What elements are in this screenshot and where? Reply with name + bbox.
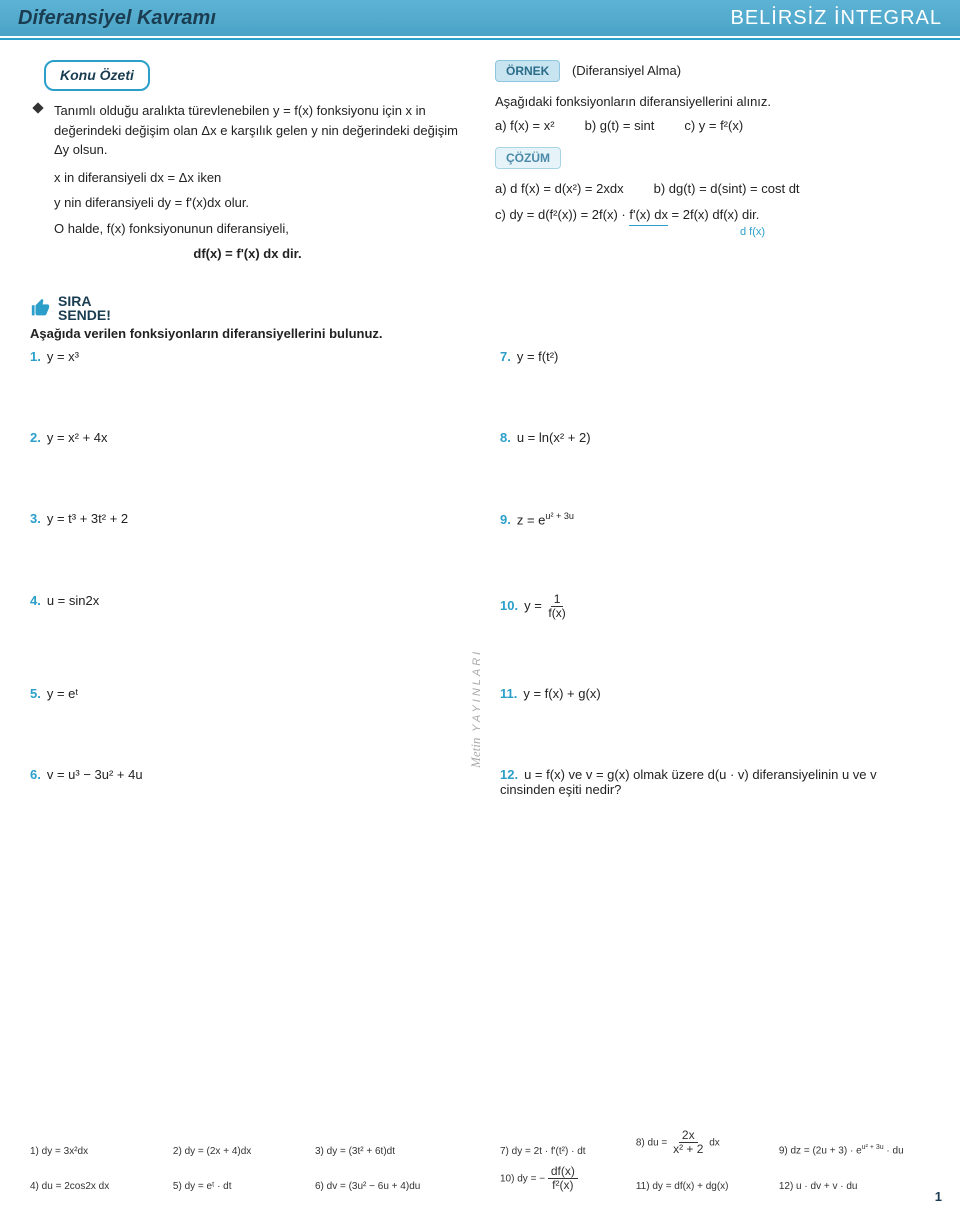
diamond-icon: [32, 102, 43, 113]
problem-7: 7.y = f(t²): [500, 349, 930, 364]
summary-line3: y nin diferansiyeli dy = f'(x)dx olur.: [30, 193, 465, 213]
ans-10: 10) dy = − df(x)f²(x): [500, 1165, 612, 1192]
ex-part-b: b) g(t) = sint: [585, 116, 655, 136]
example-title: (Diferansiyel Alma): [572, 63, 681, 78]
ans-3: 3) dy = (3t² + 6t)dt: [315, 1146, 460, 1157]
sol-c-suffix: = 2f(x) df(x) dir.: [668, 207, 759, 222]
solution-badge: ÇÖZÜM: [495, 147, 561, 169]
sira-text: SIRA SENDE!: [58, 294, 111, 322]
publisher-mark: Metin YAYINLARI: [468, 649, 484, 768]
example-col: ÖRNEK (Diferansiyel Alma) Aşağıdaki fonk…: [495, 60, 930, 270]
summary-line2: x in diferansiyeli dx = Δx iken: [30, 168, 465, 188]
problem-11: 11.y = f(x) + g(x): [500, 686, 930, 701]
sol-a: a) d f(x) = d(x²) = 2xdx: [495, 179, 624, 199]
summary-bullet: Tanımlı olduğu aralıkta türevlenebilen y…: [30, 101, 465, 160]
answers-right: 7) dy = 2t · f'(t²) · dt 8) du = 2xx² + …: [500, 1129, 930, 1192]
ans-8: 8) du = 2xx² + 2 dx: [636, 1129, 755, 1156]
sol-row-ab: a) d f(x) = d(x²) = 2xdx b) dg(t) = d(si…: [495, 179, 930, 199]
ans-11: 11) dy = df(x) + dg(x): [636, 1181, 755, 1192]
problem-5: 5.y = eᵗ: [30, 686, 460, 701]
example-badge: ÖRNEK: [495, 60, 560, 82]
sol-b: b) dg(t) = d(sint) = cost dt: [654, 179, 800, 199]
summary-formula: df(x) = f'(x) dx dir.: [193, 246, 301, 261]
problem-9: 9.z = eu² + 3u: [500, 511, 930, 527]
sol-c-prefix: c) dy = d(f²(x)) = 2f(x) ·: [495, 207, 629, 222]
ex-part-a: a) f(x) = x²: [495, 116, 555, 136]
example-header: ÖRNEK (Diferansiyel Alma): [495, 60, 930, 82]
ans-1: 1) dy = 3x²dx: [30, 1146, 149, 1157]
example-parts: a) f(x) = x² b) g(t) = sint c) y = f²(x): [495, 116, 930, 136]
sira-line1: SIRA: [58, 294, 111, 308]
ans-4: 4) du = 2cos2x dx: [30, 1181, 149, 1192]
example-instr: Aşağıdaki fonksiyonların diferansiyeller…: [495, 92, 930, 112]
ans-2: 2) dy = (2x + 4)dx: [173, 1146, 291, 1157]
problem-3: 3.y = t³ + 3t² + 2: [30, 511, 460, 527]
problem-10: 10.y = 1f(x): [500, 593, 930, 620]
header-topic: Diferansiyel Kavramı: [18, 7, 216, 30]
summary-line4: O halde, f(x) fonksiyonunun diferansiyel…: [30, 219, 465, 239]
ans-5: 5) dy = eᵗ · dt: [173, 1181, 291, 1192]
summary-col: Konu Özeti Tanımlı olduğu aralıkta türev…: [30, 60, 465, 270]
exercise-heading: SIRA SENDE!: [30, 294, 930, 322]
publisher-brand: Metin: [468, 738, 483, 768]
ans-12: 12) u · dv + v · du: [779, 1181, 930, 1192]
ans-7: 7) dy = 2t · f'(t²) · dt: [500, 1146, 612, 1157]
ans-6: 6) dv = (3u² − 6u + 4)du: [315, 1181, 460, 1192]
ans-9: 9) dz = (2u + 3) · eu² + 3u · du: [779, 1144, 930, 1156]
summary-row: Konu Özeti Tanımlı olduğu aralıkta türev…: [0, 40, 960, 270]
page-header: Diferansiyel Kavramı BELİRSİZ İNTEGRAL: [0, 0, 960, 36]
problem-2: 2.y = x² + 4x: [30, 430, 460, 445]
header-section: BELİRSİZ İNTEGRAL: [731, 7, 943, 30]
thumbs-up-icon: [30, 297, 52, 319]
summary-badge: Konu Özeti: [44, 60, 150, 91]
problem-4: 4.u = sin2x: [30, 593, 460, 620]
answers-left: 1) dy = 3x²dx 2) dy = (2x + 4)dx 3) dy =…: [30, 1129, 460, 1192]
problem-12: 12.u = f(x) ve v = g(x) olmak üzere d(u …: [500, 767, 930, 797]
answers-footer: 1) dy = 3x²dx 2) dy = (2x + 4)dx 3) dy =…: [30, 1129, 930, 1192]
sol-c-brace: f'(x) dx: [629, 205, 668, 227]
problem-6: 6.v = u³ − 3u² + 4u: [30, 767, 460, 797]
sira-line2: SENDE!: [58, 308, 111, 322]
ex-part-c: c) y = f²(x): [684, 116, 743, 136]
summary-line1: Tanımlı olduğu aralıkta türevlenebilen y…: [54, 103, 458, 157]
sol-c: c) dy = d(f²(x)) = 2f(x) · f'(x) dx = 2f…: [495, 205, 930, 227]
problem-8: 8.u = ln(x² + 2): [500, 430, 930, 445]
sol-c-note: d f(x): [495, 224, 930, 241]
problem-1: 1.y = x³: [30, 349, 460, 364]
exercise-instr: Aşağıda verilen fonksiyonların diferansi…: [30, 326, 930, 341]
exercise-block: SIRA SENDE! Aşağıda verilen fonksiyonlar…: [30, 294, 930, 341]
publisher-text: YAYINLARI: [471, 649, 483, 732]
page-number: 1: [935, 1189, 942, 1204]
